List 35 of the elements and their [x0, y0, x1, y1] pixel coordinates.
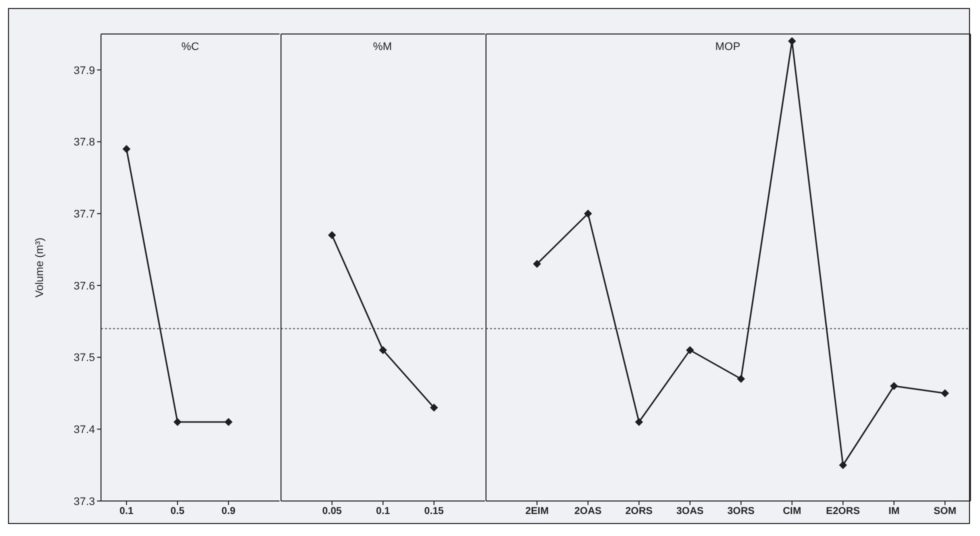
- text: %M: [372, 41, 393, 53]
- point: [788, 37, 796, 46]
- text: %C: [180, 41, 200, 53]
- y-tick-label: 37.4: [74, 424, 95, 436]
- x-tick-label: SOM: [933, 506, 956, 518]
- x-tick-label: E2ORS: [826, 506, 860, 518]
- point: [634, 418, 642, 426]
- point: [940, 389, 948, 398]
- y-tick-label: 37.5: [74, 352, 95, 364]
- x-tick-label: CIM: [782, 506, 801, 518]
- x-tick-label: IM: [888, 506, 900, 518]
- point: [532, 260, 540, 268]
- x-tick-label: 0.1: [120, 506, 134, 518]
- x-tick-label: 0.05: [322, 506, 342, 518]
- point: [736, 374, 744, 383]
- x-tick-label: 0.15: [424, 506, 444, 518]
- x-tick-label: 0.1: [376, 506, 390, 518]
- y-tick-label: 37.3: [74, 496, 95, 508]
- x-tick-label: 2OAS: [574, 506, 602, 518]
- point: [890, 382, 898, 390]
- point: [584, 210, 592, 218]
- y-tick-label: 37.8: [74, 136, 95, 149]
- x-tick-label: 3OAS: [676, 506, 704, 518]
- x-tick-label: 2ORS: [624, 506, 652, 518]
- point: [686, 346, 694, 354]
- y-axis-title: Volume (m³): [34, 238, 46, 298]
- y-tick-label: 37.6: [74, 280, 95, 292]
- x-tick-label: 0.9: [222, 506, 236, 518]
- y-tick-label: 37.7: [74, 208, 95, 221]
- y-tick-label: 37.9: [74, 64, 95, 77]
- x-tick-label: 0.5: [170, 506, 185, 518]
- text: MOP: [714, 41, 742, 53]
- x-tick-label: 2EIM: [524, 506, 548, 518]
- point: [838, 461, 846, 470]
- x-tick-label: 3ORS: [726, 506, 754, 518]
